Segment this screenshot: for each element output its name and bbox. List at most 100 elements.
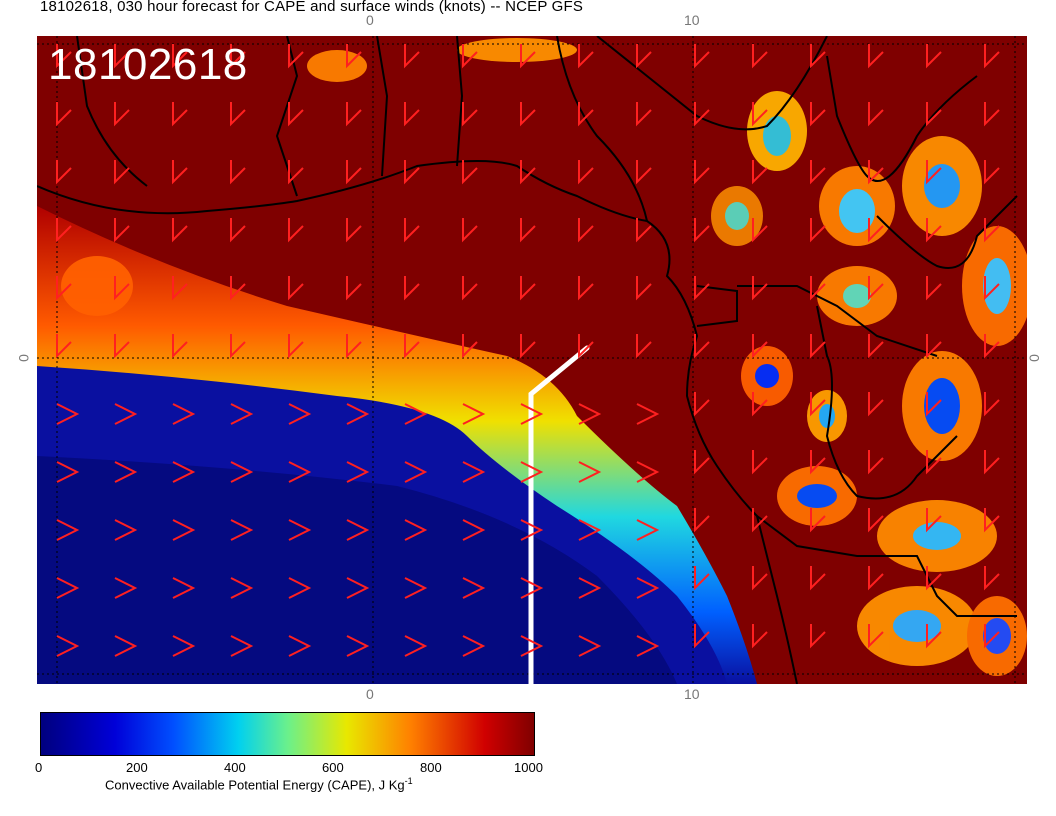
wind-barb: [868, 334, 884, 359]
wind-barb: [752, 218, 768, 243]
wind-barb: [520, 635, 544, 657]
wind-barb: [984, 44, 1000, 69]
wind-barb: [288, 635, 312, 657]
wind-barb: [810, 102, 826, 127]
wind-barb: [114, 44, 130, 69]
wind-barb: [346, 461, 370, 483]
inland-cape-patches: [61, 38, 1027, 676]
wind-barb: [114, 635, 138, 657]
wind-barb: [404, 102, 420, 127]
wind-barb: [230, 635, 254, 657]
low-cape-ocean-inner: [37, 456, 677, 684]
wind-barb: [462, 102, 478, 127]
wind-barbs: [56, 44, 1000, 657]
wind-barb: [810, 276, 826, 301]
wind-barb: [926, 392, 942, 417]
wind-barb: [636, 44, 652, 69]
wind-barb: [752, 276, 768, 301]
wind-barb: [926, 102, 942, 127]
wind-barb: [462, 276, 478, 301]
wind-barb: [984, 566, 1000, 591]
wind-barb: [172, 577, 196, 599]
wind-barb: [230, 403, 254, 425]
wind-barb: [752, 392, 768, 417]
left-lat-tick-0: 0: [15, 354, 32, 362]
wind-barb: [694, 276, 710, 301]
colorbar-tick-0: 0: [35, 760, 43, 775]
cross-section-line: [528, 345, 590, 684]
wind-barb: [578, 102, 594, 127]
wind-barb: [636, 218, 652, 243]
wind-barb: [56, 403, 80, 425]
wind-barb: [404, 218, 420, 243]
bottom-lon-tick-0: 0: [366, 686, 374, 702]
wind-barb: [346, 218, 362, 243]
wind-barb: [404, 519, 428, 541]
colorbar-title-superscript: -1: [404, 776, 413, 786]
wind-barb: [114, 102, 130, 127]
wind-barb: [288, 519, 312, 541]
wind-barb: [636, 577, 660, 599]
wind-barb: [578, 461, 602, 483]
wind-barb: [404, 160, 420, 185]
wind-barb: [578, 403, 602, 425]
wind-barb: [752, 566, 768, 591]
wind-barb: [288, 44, 304, 69]
wind-barb: [56, 102, 72, 127]
wind-barb: [288, 218, 304, 243]
wind-barb: [172, 461, 196, 483]
colorbar-tick-400: 400: [224, 760, 246, 775]
wind-barb: [694, 508, 710, 533]
wind-barb: [520, 519, 544, 541]
wind-barb: [114, 160, 130, 185]
wind-barb: [578, 160, 594, 185]
wind-barb: [172, 160, 188, 185]
wind-barb: [694, 102, 710, 127]
wind-barb: [462, 218, 478, 243]
wind-barb: [172, 519, 196, 541]
wind-barb: [578, 44, 594, 69]
wind-barb: [694, 334, 710, 359]
wind-barb: [56, 44, 72, 69]
wind-barb: [810, 334, 826, 359]
wind-barb: [404, 403, 428, 425]
wind-barb: [868, 102, 884, 127]
wind-barb: [172, 102, 188, 127]
wind-barb: [578, 519, 602, 541]
wind-barb: [810, 508, 826, 533]
wind-barb: [404, 276, 420, 301]
wind-barb: [810, 44, 826, 69]
colorbar-tick-800: 800: [420, 760, 442, 775]
wind-barb: [752, 334, 768, 359]
wind-barb: [288, 102, 304, 127]
cape-colorbar: [40, 712, 535, 756]
wind-barb: [984, 392, 1000, 417]
wind-barb: [578, 334, 594, 359]
wind-barb: [172, 334, 188, 359]
colorbar-title: Convective Available Potential Energy (C…: [105, 776, 413, 792]
wind-barb: [926, 218, 942, 243]
wind-barb: [694, 450, 710, 475]
wind-barb: [520, 160, 536, 185]
wind-barb: [926, 160, 942, 185]
wind-barb: [462, 519, 486, 541]
wind-barb: [636, 403, 660, 425]
wind-barb: [868, 450, 884, 475]
wind-barb: [230, 102, 246, 127]
wind-barb: [984, 218, 1000, 243]
wind-barb: [752, 160, 768, 185]
wind-barb: [520, 577, 544, 599]
wind-barb: [578, 635, 602, 657]
wind-barb: [694, 218, 710, 243]
wind-barb: [404, 577, 428, 599]
wind-barb: [346, 276, 362, 301]
wind-barb: [578, 276, 594, 301]
wind-barb: [868, 44, 884, 69]
wind-barb: [230, 218, 246, 243]
top-lon-tick-0: 0: [366, 12, 374, 28]
wind-barb: [346, 577, 370, 599]
wind-barb: [984, 102, 1000, 127]
wind-barb: [56, 276, 72, 301]
wind-barb: [520, 403, 544, 425]
wind-barb: [462, 577, 486, 599]
